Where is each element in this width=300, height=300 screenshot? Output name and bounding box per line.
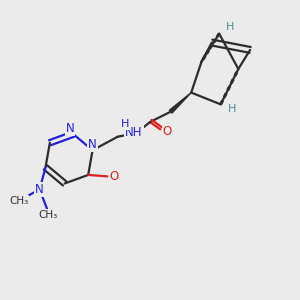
Text: H: H	[226, 22, 235, 32]
Text: N: N	[88, 138, 97, 151]
Text: CH₃: CH₃	[9, 196, 28, 206]
Text: CH₃: CH₃	[39, 209, 58, 220]
Text: O: O	[109, 170, 119, 183]
Polygon shape	[169, 93, 191, 113]
Text: N: N	[65, 122, 74, 135]
Text: H: H	[228, 104, 237, 114]
Text: N: N	[35, 183, 44, 196]
Text: H: H	[122, 119, 130, 129]
Text: NH: NH	[125, 126, 142, 140]
Text: O: O	[163, 125, 172, 138]
